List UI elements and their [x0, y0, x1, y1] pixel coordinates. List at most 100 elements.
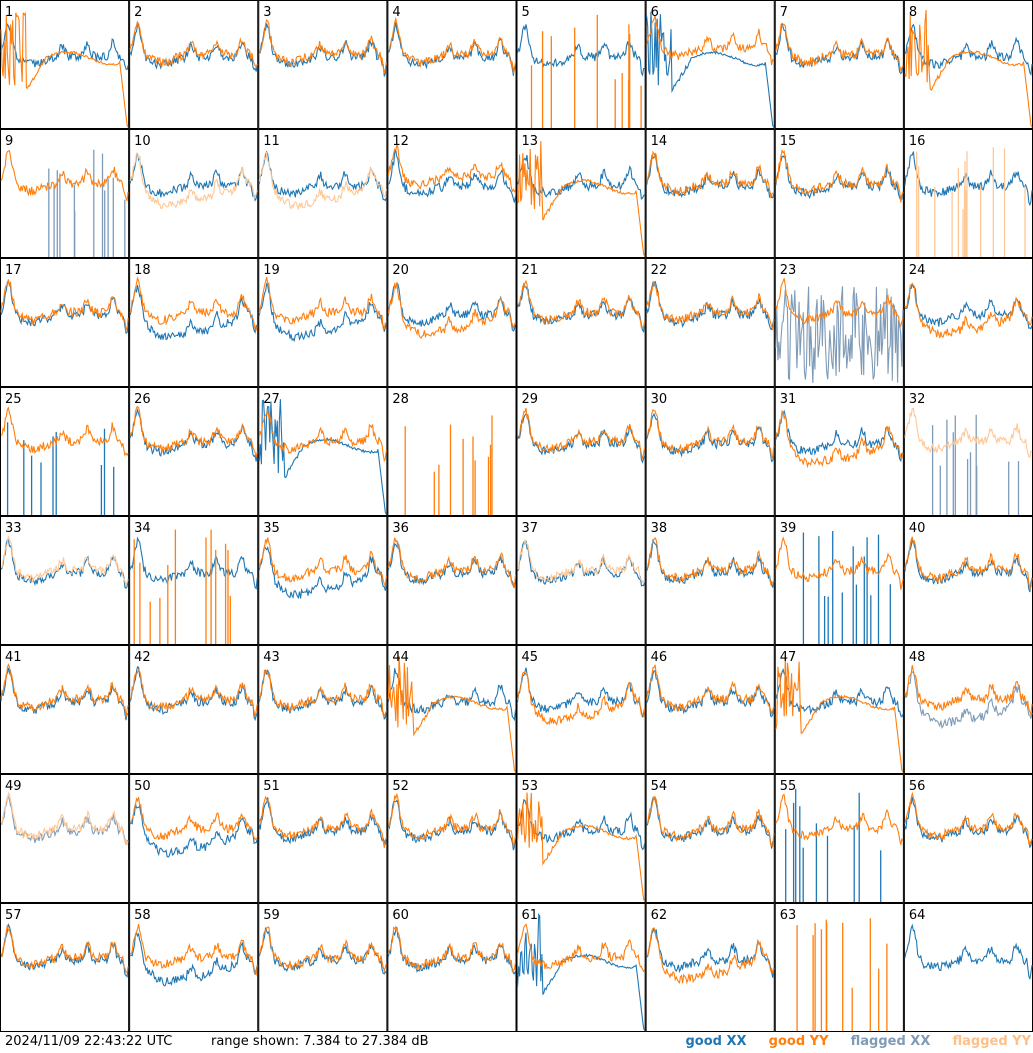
- series-xx: [516, 667, 646, 718]
- panel-frame: [645, 645, 775, 774]
- panel-frame: [258, 903, 388, 1032]
- panel-label: 57: [5, 908, 22, 923]
- panel-frame: [0, 258, 130, 387]
- panel-26: 26: [129, 387, 259, 516]
- series-xx: [904, 671, 1033, 729]
- series-xx: [129, 284, 258, 341]
- panel-55: 55: [774, 774, 904, 903]
- panel-frame: [258, 387, 388, 516]
- panel-frame: [387, 0, 517, 129]
- panel-29: 29: [516, 387, 646, 516]
- panel-label: 50: [134, 779, 151, 794]
- panel-18: 18: [129, 258, 259, 387]
- panel-31: 31: [774, 387, 904, 516]
- series-yy: [904, 282, 1033, 339]
- timestamp: 2024/11/09 22:43:22 UTC: [5, 1034, 173, 1049]
- panel-label: 14: [651, 134, 668, 149]
- panel-frame: [645, 516, 775, 645]
- panel-20: 20: [387, 258, 517, 387]
- panel-60: 60: [387, 903, 517, 1032]
- series-xx: [387, 149, 517, 203]
- series-yy: [646, 795, 775, 848]
- series-xx: [802, 531, 891, 644]
- series-xx: [129, 803, 258, 858]
- panel-58: 58: [129, 903, 259, 1032]
- series-xx: [904, 796, 1033, 849]
- panel-frame: [774, 387, 904, 516]
- panel-16: 16: [903, 129, 1033, 258]
- series-yy: [775, 278, 904, 329]
- series-yy: [388, 16, 517, 75]
- panel-label: 16: [909, 134, 926, 149]
- panel-label: 25: [5, 392, 22, 407]
- panel-frame: [387, 645, 517, 774]
- panel-label: 29: [522, 392, 539, 407]
- series-yy: [530, 14, 642, 128]
- panel-2: 2: [129, 0, 259, 129]
- series-yy: [516, 671, 646, 726]
- panel-label: 44: [392, 650, 409, 665]
- series-xx: [931, 414, 1020, 515]
- series-yy: [258, 537, 387, 589]
- series-yy: [646, 14, 775, 66]
- panel-label: 48: [909, 650, 926, 665]
- panel-51: 51: [258, 774, 388, 903]
- panel-label: 54: [651, 779, 668, 794]
- panel-39: 39: [774, 516, 904, 645]
- panel-label: 41: [5, 650, 22, 665]
- series-xx: [6, 422, 115, 515]
- panel-frame: [0, 129, 130, 258]
- series-xx: [258, 399, 387, 515]
- series-yy: [404, 415, 493, 515]
- panel-frame: [387, 129, 517, 258]
- series-xx: [646, 11, 775, 128]
- series-yy: [387, 792, 517, 848]
- series-yy: [129, 152, 258, 210]
- panel-label: 59: [263, 908, 280, 923]
- series-xx: [258, 282, 387, 343]
- legend-good-yy: good YY: [768, 1034, 829, 1049]
- panel-label: 15: [780, 134, 797, 149]
- series-yy: [517, 141, 646, 257]
- series-yy: [646, 408, 775, 461]
- panel-22: 22: [645, 258, 775, 387]
- panel-frame: [387, 903, 517, 1032]
- panel-label: 21: [522, 263, 539, 278]
- series-xx: [258, 150, 387, 202]
- panel-56: 56: [903, 774, 1033, 903]
- series-yy: [258, 795, 387, 848]
- series-xx: [785, 788, 882, 902]
- panel-label: 46: [651, 650, 668, 665]
- panel-label: 11: [263, 134, 280, 149]
- panel-23: 23: [774, 258, 904, 387]
- panel-44: 44: [387, 645, 517, 774]
- panel-label: 32: [909, 392, 926, 407]
- panel-frame: [0, 774, 130, 903]
- series-xx: [0, 281, 129, 334]
- series-xx: [129, 407, 258, 462]
- series-yy: [0, 924, 129, 974]
- panel-54: 54: [645, 774, 775, 903]
- series-xx: [516, 24, 645, 77]
- panel-label: 38: [651, 521, 668, 536]
- panel-frame: [258, 516, 388, 645]
- series-yy: [775, 409, 904, 469]
- series-yy: [0, 279, 129, 332]
- panel-label: 10: [134, 134, 151, 149]
- series-yy: [129, 405, 258, 458]
- range-label: range shown: 7.384 to 27.384 dB: [211, 1034, 429, 1049]
- panel-label: 23: [780, 263, 797, 278]
- panel-41: 41: [0, 645, 130, 774]
- panel-frame: [516, 645, 646, 774]
- panel-11: 11: [258, 129, 388, 258]
- panel-12: 12: [387, 129, 517, 258]
- panel-label: 45: [522, 650, 539, 665]
- legend-good-xx: good XX: [685, 1034, 747, 1049]
- series-xx: [129, 152, 258, 202]
- panel-37: 37: [516, 516, 646, 645]
- series-yy: [129, 21, 258, 69]
- panel-5: 5: [516, 0, 646, 129]
- panel-label: 36: [392, 521, 409, 536]
- panel-label: 2: [134, 5, 142, 20]
- series-xx: [0, 923, 129, 979]
